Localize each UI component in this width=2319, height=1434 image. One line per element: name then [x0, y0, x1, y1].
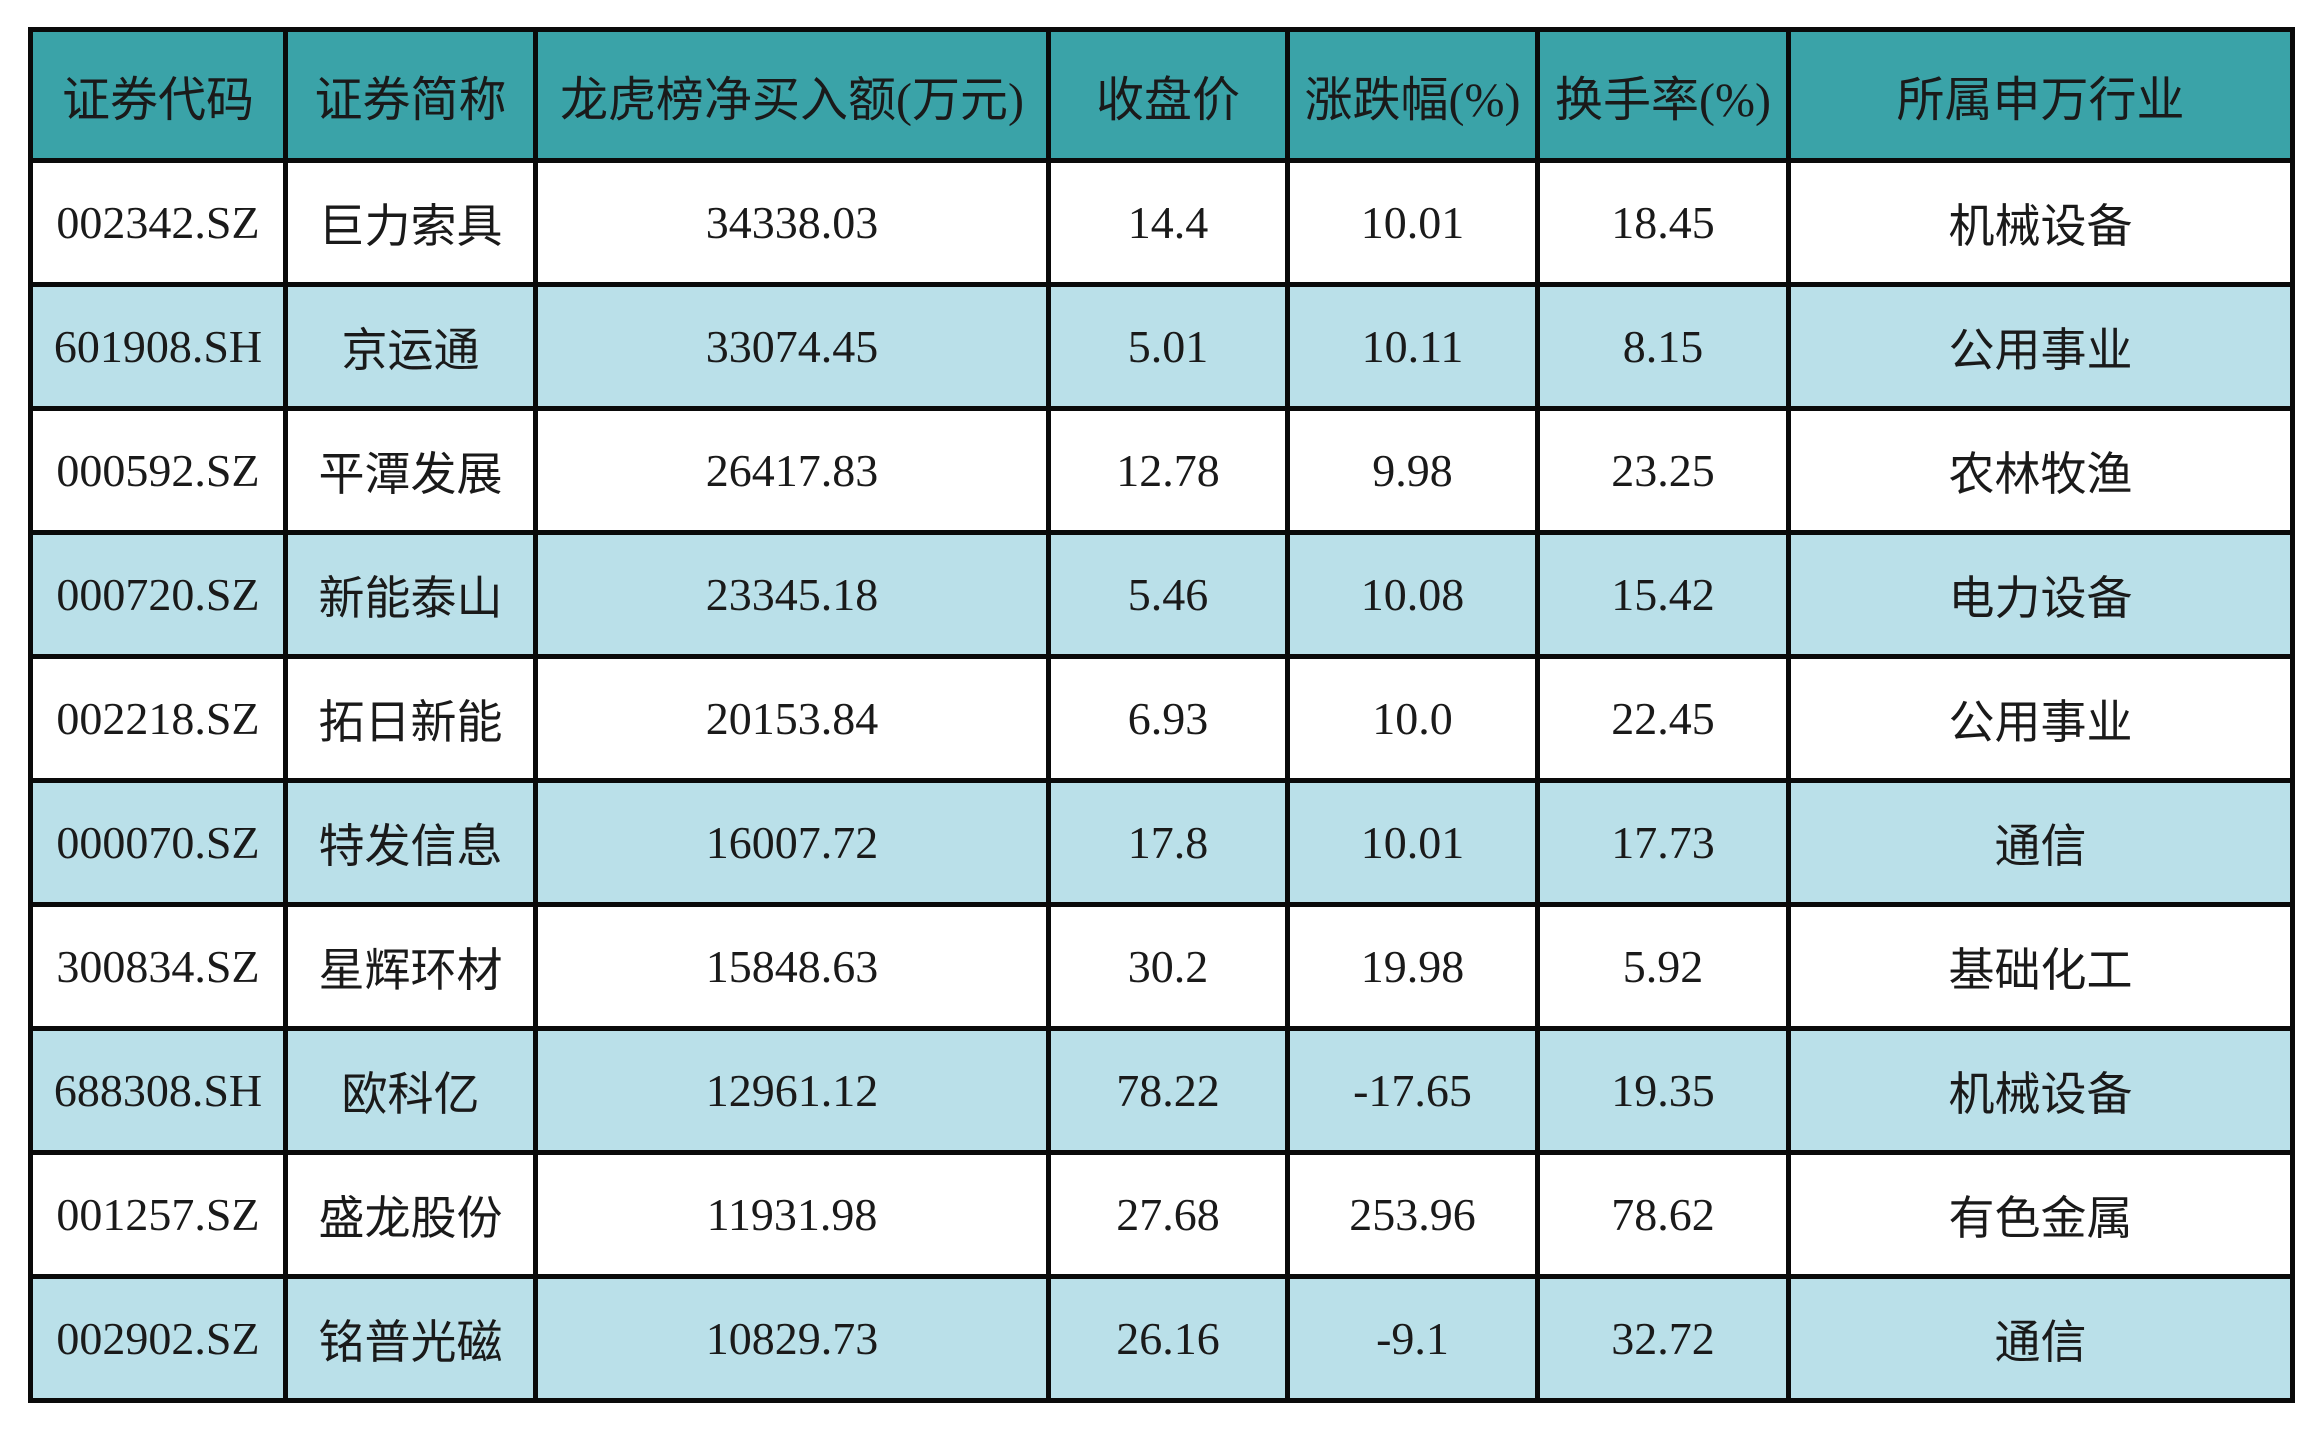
cell-industry: 农林牧渔 [1786, 406, 2295, 535]
cell-turnover-rate: 15.42 [1535, 530, 1791, 659]
table-body: 002342.SZ 巨力索具 34338.03 14.4 10.01 18.45 机械设备 6… [28, 158, 2295, 1403]
cell-name: 星辉环材 [283, 902, 538, 1031]
cell-name: 欧科亿 [283, 1026, 538, 1155]
cell-turnover-rate: 19.35 [1535, 1026, 1791, 1155]
cell-code: 688308.SH [28, 1026, 288, 1155]
cell-close-price: 78.22 [1046, 1026, 1290, 1155]
dragon-tiger-stock-table: 证券代码 证券简称 龙虎榜净买入额(万元) 收盘价 涨跌幅(%) 换手率(%) … [28, 27, 2295, 1403]
column-header-change-pct: 涨跌幅(%) [1285, 27, 1540, 163]
cell-change-pct: 19.98 [1285, 902, 1540, 1031]
cell-industry: 通信 [1786, 778, 2295, 907]
cell-close-price: 27.68 [1046, 1150, 1290, 1279]
cell-code: 001257.SZ [28, 1150, 288, 1279]
column-header-name: 证券简称 [283, 27, 538, 163]
column-header-code: 证券代码 [28, 27, 288, 163]
cell-close-price: 5.46 [1046, 530, 1290, 659]
cell-industry: 电力设备 [1786, 530, 2295, 659]
column-header-net-buy: 龙虎榜净买入额(万元) [533, 27, 1051, 163]
cell-net-buy: 16007.72 [533, 778, 1051, 907]
cell-turnover-rate: 32.72 [1535, 1274, 1791, 1403]
cell-turnover-rate: 18.45 [1535, 158, 1791, 287]
cell-close-price: 6.93 [1046, 654, 1290, 783]
cell-code: 002218.SZ [28, 654, 288, 783]
cell-change-pct: 9.98 [1285, 406, 1540, 535]
cell-industry: 有色金属 [1786, 1150, 2295, 1279]
cell-name: 特发信息 [283, 778, 538, 907]
table-row: 300834.SZ 星辉环材 15848.63 30.2 19.98 5.92 基础化工 [28, 902, 2295, 1031]
cell-net-buy: 20153.84 [533, 654, 1051, 783]
cell-close-price: 26.16 [1046, 1274, 1290, 1403]
cell-industry: 公用事业 [1786, 282, 2295, 411]
cell-net-buy: 11931.98 [533, 1150, 1051, 1279]
cell-turnover-rate: 23.25 [1535, 406, 1791, 535]
header-row: 证券代码 证券简称 龙虎榜净买入额(万元) 收盘价 涨跌幅(%) 换手率(%) … [28, 27, 2295, 163]
cell-name: 铭普光磁 [283, 1274, 538, 1403]
cell-change-pct: 10.11 [1285, 282, 1540, 411]
cell-industry: 通信 [1786, 1274, 2295, 1403]
cell-code: 002342.SZ [28, 158, 288, 287]
column-header-close-price: 收盘价 [1046, 27, 1290, 163]
cell-change-pct: 253.96 [1285, 1150, 1540, 1279]
cell-close-price: 17.8 [1046, 778, 1290, 907]
cell-net-buy: 33074.45 [533, 282, 1051, 411]
table-row: 601908.SH 京运通 33074.45 5.01 10.11 8.15 公用事业 [28, 282, 2295, 411]
table-row: 002902.SZ 铭普光磁 10829.73 26.16 -9.1 32.72 通信 [28, 1274, 2295, 1403]
cell-close-price: 30.2 [1046, 902, 1290, 1031]
table-row: 002218.SZ 拓日新能 20153.84 6.93 10.0 22.45 公用事业 [28, 654, 2295, 783]
column-header-turnover-rate: 换手率(%) [1535, 27, 1791, 163]
cell-name: 巨力索具 [283, 158, 538, 287]
cell-code: 000070.SZ [28, 778, 288, 907]
cell-code: 000720.SZ [28, 530, 288, 659]
cell-name: 新能泰山 [283, 530, 538, 659]
cell-net-buy: 15848.63 [533, 902, 1051, 1031]
cell-turnover-rate: 78.62 [1535, 1150, 1791, 1279]
table-header: 证券代码 证券简称 龙虎榜净买入额(万元) 收盘价 涨跌幅(%) 换手率(%) … [28, 27, 2295, 163]
table-row: 001257.SZ 盛龙股份 11931.98 27.68 253.96 78.62 有色金… [28, 1150, 2295, 1279]
cell-close-price: 5.01 [1046, 282, 1290, 411]
stock-table-container: 证券代码 证券简称 龙虎榜净买入额(万元) 收盘价 涨跌幅(%) 换手率(%) … [28, 27, 2295, 1403]
cell-code: 601908.SH [28, 282, 288, 411]
cell-close-price: 12.78 [1046, 406, 1290, 535]
cell-change-pct: 10.0 [1285, 654, 1540, 783]
cell-change-pct: 10.08 [1285, 530, 1540, 659]
cell-net-buy: 26417.83 [533, 406, 1051, 535]
cell-name: 京运通 [283, 282, 538, 411]
cell-turnover-rate: 17.73 [1535, 778, 1791, 907]
table-row: 000592.SZ 平潭发展 26417.83 12.78 9.98 23.25 农林牧渔 [28, 406, 2295, 535]
cell-change-pct: 10.01 [1285, 778, 1540, 907]
cell-code: 000592.SZ [28, 406, 288, 535]
cell-industry: 机械设备 [1786, 158, 2295, 287]
cell-industry: 机械设备 [1786, 1026, 2295, 1155]
cell-turnover-rate: 5.92 [1535, 902, 1791, 1031]
cell-net-buy: 12961.12 [533, 1026, 1051, 1155]
table-row: 688308.SH 欧科亿 12961.12 78.22 -17.65 19.35 机械设备 [28, 1026, 2295, 1155]
cell-net-buy: 34338.03 [533, 158, 1051, 287]
cell-name: 拓日新能 [283, 654, 538, 783]
cell-code: 300834.SZ [28, 902, 288, 1031]
cell-name: 盛龙股份 [283, 1150, 538, 1279]
column-header-industry: 所属申万行业 [1786, 27, 2295, 163]
cell-net-buy: 10829.73 [533, 1274, 1051, 1403]
cell-change-pct: -17.65 [1285, 1026, 1540, 1155]
cell-industry: 公用事业 [1786, 654, 2295, 783]
cell-industry: 基础化工 [1786, 902, 2295, 1031]
cell-turnover-rate: 8.15 [1535, 282, 1791, 411]
cell-name: 平潭发展 [283, 406, 538, 535]
cell-code: 002902.SZ [28, 1274, 288, 1403]
table-row: 000070.SZ 特发信息 16007.72 17.8 10.01 17.73 通信 [28, 778, 2295, 907]
table-row: 002342.SZ 巨力索具 34338.03 14.4 10.01 18.45 机械设备 [28, 158, 2295, 287]
cell-change-pct: -9.1 [1285, 1274, 1540, 1403]
table-row: 000720.SZ 新能泰山 23345.18 5.46 10.08 15.42 电力设备 [28, 530, 2295, 659]
cell-change-pct: 10.01 [1285, 158, 1540, 287]
cell-close-price: 14.4 [1046, 158, 1290, 287]
cell-net-buy: 23345.18 [533, 530, 1051, 659]
cell-turnover-rate: 22.45 [1535, 654, 1791, 783]
